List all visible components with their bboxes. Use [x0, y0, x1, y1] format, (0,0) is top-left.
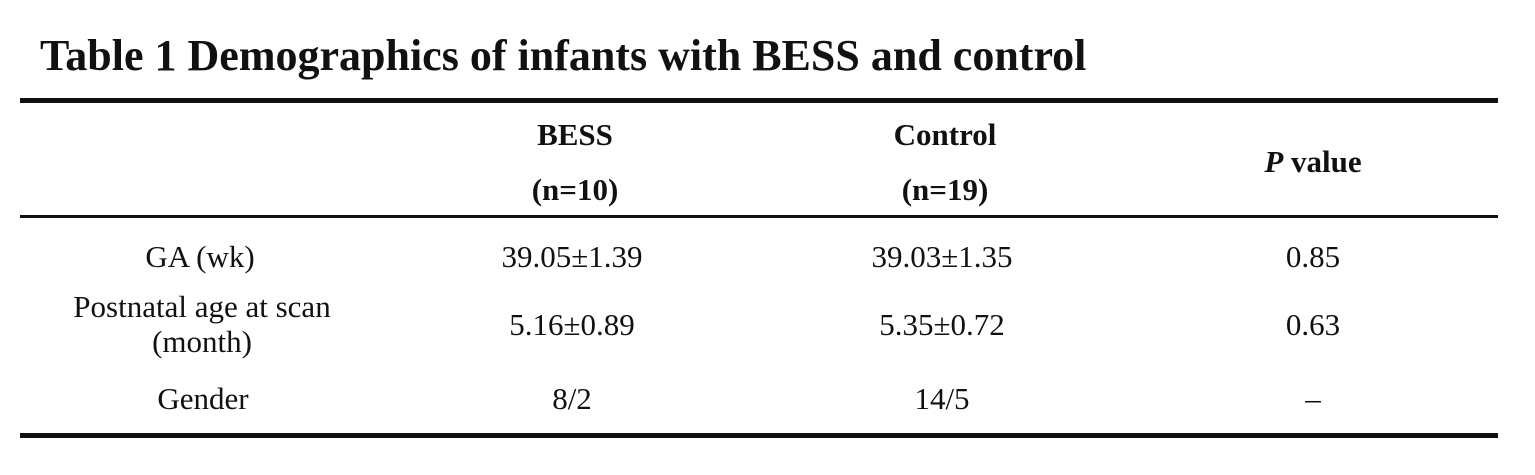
cell: 8/2 [552, 381, 592, 416]
row-label: (month) [152, 324, 252, 359]
row-label: Postnatal age at scan [73, 289, 331, 324]
cell: 14/5 [914, 381, 970, 416]
cell: 0.63 [1285, 307, 1341, 342]
cell: 5.35±0.72 [879, 307, 1005, 342]
row-label: GA (wk) [145, 239, 255, 274]
header-cell: P value [1264, 145, 1361, 179]
header-text: value [1291, 144, 1362, 179]
header-italic: P [1264, 144, 1284, 179]
header-rule [20, 215, 1498, 218]
cell: 5.16±0.89 [509, 307, 635, 342]
table-title: Table 1 Demographics of infants with BES… [40, 31, 1087, 80]
top-rule [20, 98, 1498, 103]
cell: 0.85 [1285, 239, 1341, 274]
header-cell: Control [893, 117, 997, 152]
header-cell: BESS [537, 117, 613, 152]
header-cell: (n=10) [531, 172, 619, 207]
row-label: Gender [157, 381, 249, 416]
cell: 39.03±1.35 [871, 239, 1013, 274]
bottom-rule [20, 433, 1498, 438]
cell: 39.05±1.39 [501, 239, 643, 274]
cell: – [1305, 381, 1321, 416]
header-cell: (n=19) [901, 172, 989, 207]
